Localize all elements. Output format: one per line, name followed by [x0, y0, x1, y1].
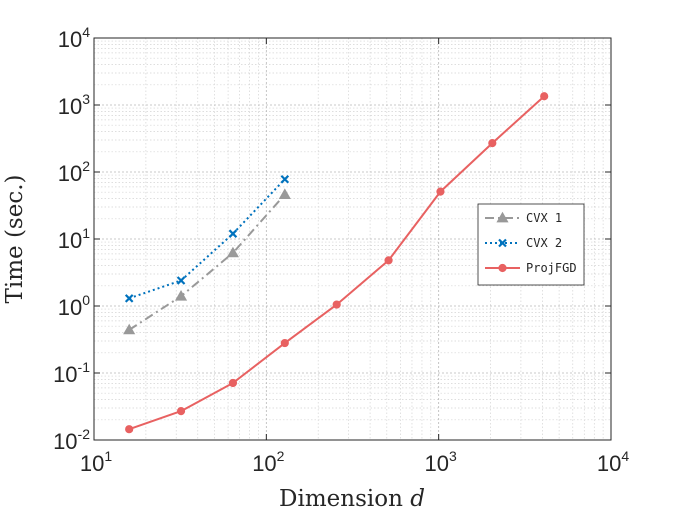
data-point [280, 338, 289, 348]
y-tick-label-exponent: 1 [82, 225, 90, 241]
x-tick-label-base: 10 [80, 451, 104, 476]
legend-entry: ProjFGD [485, 261, 577, 275]
axis-ticks [93, 37, 612, 441]
series-layer [123, 92, 549, 434]
legend-marker [498, 263, 507, 273]
data-point [123, 323, 136, 335]
y-tick-label-base: 10 [58, 27, 82, 52]
y-tick-label-exponent: 0 [82, 292, 90, 308]
x-tick-label-exponent: 4 [621, 448, 629, 464]
data-point [228, 229, 238, 238]
x-tick-label-base: 10 [252, 451, 276, 476]
legend: CVX 1 CVX 2 ProjFGD [477, 203, 585, 286]
x-tick-label-exponent: 3 [449, 448, 457, 464]
y-tick-label-exponent: 4 [82, 24, 90, 40]
y-tick-label: 102 [58, 158, 90, 186]
x-tick-label: 101 [80, 448, 112, 476]
data-point [124, 294, 134, 303]
data-point [488, 138, 497, 148]
x-tick-label-exponent: 1 [104, 448, 112, 464]
x-tick-label-base: 10 [597, 451, 621, 476]
x-tick-labels: 101 102 103 104 [80, 448, 629, 476]
series-3 [125, 92, 549, 434]
y-tick-label-base: 10 [58, 161, 82, 186]
y-tick-label: 10-2 [53, 426, 90, 454]
y-tick-label: 104 [58, 24, 90, 52]
y-tick-label-base: 10 [58, 94, 82, 119]
data-point [176, 406, 186, 416]
y-tick-label-base: 10 [58, 295, 82, 320]
x-tick-label: 103 [425, 448, 457, 476]
legend-label: ProjFGD [526, 261, 577, 275]
y-tick-label: 101 [58, 225, 90, 253]
legend-box [477, 203, 585, 286]
y-tick-label: 10-1 [53, 359, 90, 387]
y-axis-label: Time (sec.) [2, 175, 28, 304]
data-point [436, 187, 445, 196]
x-axis-label-variable: d [410, 486, 425, 512]
data-point [384, 256, 393, 265]
x-tick-label-base: 10 [425, 451, 449, 476]
y-tick-label-exponent: 3 [82, 91, 90, 107]
x-axis-label-text: Dimension [279, 486, 403, 512]
series-1 [123, 188, 291, 335]
data-point [174, 290, 188, 301]
data-point [228, 378, 238, 388]
y-tick-label-exponent: 2 [82, 158, 90, 174]
y-tick-label-base: 10 [53, 429, 77, 454]
y-tick-label-exponent: -2 [78, 426, 91, 442]
y-tick-label-exponent: -1 [78, 359, 91, 375]
legend-entry: CVX 2 [485, 236, 562, 250]
data-point [540, 92, 549, 101]
x-tick-label-exponent: 2 [277, 448, 285, 464]
legend-entry: CVX 1 [485, 211, 562, 225]
data-point [332, 300, 341, 309]
data-point [125, 425, 134, 434]
x-axis-label: Dimension d [279, 486, 425, 512]
legend-marker [496, 211, 509, 223]
legend-label: CVX 1 [526, 211, 562, 225]
data-point [278, 188, 291, 199]
x-tick-label: 104 [597, 448, 629, 476]
data-point [226, 246, 239, 258]
data-point [280, 174, 290, 184]
y-tick-label: 100 [58, 292, 90, 320]
y-tick-label: 103 [58, 91, 90, 119]
y-tick-label-base: 10 [58, 228, 82, 253]
series-2 [124, 174, 290, 303]
data-point [176, 276, 186, 285]
legend-marker [498, 238, 507, 248]
legend-label: CVX 2 [526, 236, 562, 250]
x-tick-label: 102 [252, 448, 284, 476]
y-tick-label-base: 10 [53, 362, 77, 387]
series-line [128, 193, 286, 331]
